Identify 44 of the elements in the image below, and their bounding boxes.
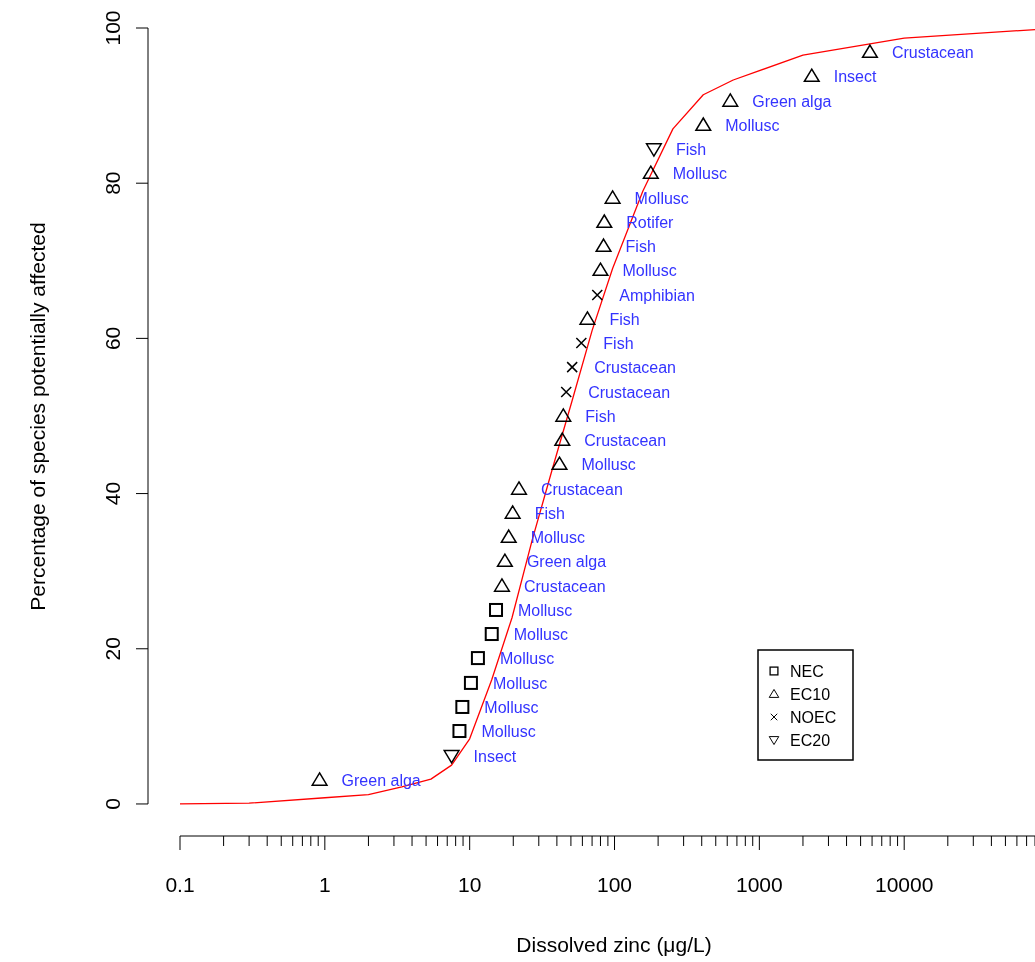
annotation: Crustacean (584, 432, 667, 450)
annotation: Fish (675, 141, 707, 159)
annotation: Fish (625, 238, 656, 256)
y-tick-label: 40 (101, 481, 124, 506)
annotation: Mollusc (581, 456, 636, 474)
annotation: Mollusc (672, 165, 728, 183)
annotation: Mollusc (622, 262, 677, 280)
x-axis-title: Dissolved zinc (μg/L) (516, 933, 712, 956)
annotation: Crustacean (523, 577, 606, 595)
y-tick-label: 100 (101, 10, 124, 46)
annotation: Amphibian (619, 286, 695, 304)
annotation: Mollusc (499, 650, 555, 668)
annotation: Crustacean (891, 44, 974, 62)
annotation: Fish (603, 335, 634, 353)
legend-label: EC20 (790, 732, 831, 749)
legend-label: NEC (790, 663, 824, 680)
y-tick-label: 80 (101, 171, 124, 195)
legend-label: NOEC (790, 709, 837, 726)
x-tick-label: 10 (458, 873, 482, 896)
x-tick-label: 10000 (874, 873, 934, 896)
annotation: Crustacean (588, 383, 671, 401)
annotation: Mollusc (513, 626, 568, 644)
annotation: Insect (473, 747, 517, 765)
annotation: Mollusc (484, 698, 539, 716)
x-tick-label: 1 (319, 873, 331, 896)
annotation: Insect (833, 68, 877, 86)
annotation: Green alga (752, 92, 832, 110)
annotation: Fish (585, 407, 616, 425)
x-tick-label: 0.1 (165, 873, 195, 896)
annotation: Mollusc (518, 601, 573, 619)
legend-label: EC10 (790, 686, 831, 703)
annotation: Crustacean (594, 359, 676, 377)
annotation: Mollusc (725, 117, 780, 134)
annotation: Green alga (526, 553, 607, 571)
y-tick-label: 20 (101, 637, 124, 661)
x-tick-label: 100 (596, 873, 633, 896)
annotation: Fish (609, 310, 640, 328)
y-tick-label: 60 (101, 326, 124, 351)
y-tick-label: 0 (101, 798, 124, 810)
y-axis-title: Percentage of species potentially affected (26, 222, 49, 611)
annotation: Green alga (341, 771, 421, 789)
annotation: Mollusc (481, 723, 536, 741)
annotation: Mollusc (492, 674, 548, 692)
x-tick-label: 1000 (736, 873, 783, 896)
